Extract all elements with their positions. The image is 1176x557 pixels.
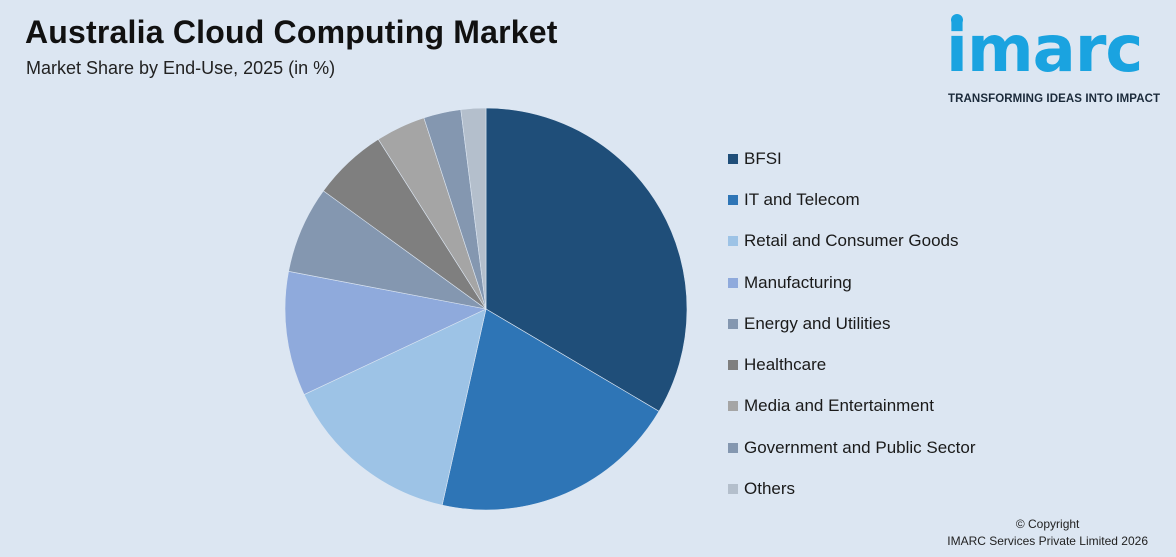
logo-dot: [951, 14, 963, 26]
legend-label: Healthcare: [744, 355, 827, 375]
chart-title: Australia Cloud Computing Market: [25, 14, 558, 50]
legend-item: IT and Telecom: [728, 179, 976, 220]
legend-label: Media and Entertainment: [744, 396, 934, 416]
logo-tagline: TRANSFORMING IDEAS INTO IMPACT: [948, 93, 1161, 105]
pie-chart: [284, 107, 688, 511]
legend-item: Others: [728, 468, 976, 509]
legend-swatch: [728, 277, 738, 288]
chart-legend: BFSI IT and Telecom Retail and Consumer Go…: [728, 138, 976, 510]
pie-slice-manufacturing: [284, 270, 487, 395]
legend-label: IT and Telecom: [744, 189, 860, 209]
legend-item: Manufacturing: [728, 262, 976, 303]
legend-item: Healthcare: [728, 344, 976, 385]
legend-swatch: [728, 236, 738, 247]
legend-swatch: [728, 484, 738, 495]
copyright-line-1: © Copyright: [1015, 517, 1080, 531]
chart-subtitle: Market Share by End-Use, 2025 (in %): [26, 58, 336, 78]
legend-label: Manufacturing: [744, 272, 852, 292]
legend-item: BFSI: [728, 138, 976, 179]
legend-swatch: [728, 401, 738, 412]
legend-item: Retail and Consumer Goods: [728, 221, 976, 262]
legend-item: Energy and Utilities: [728, 303, 976, 344]
copyright: © Copyright IMARC Services Private Limit…: [947, 516, 1148, 550]
pie-slice-bfsi: [485, 107, 688, 412]
pie-slice-retail-and-consumer-goods: [303, 308, 487, 506]
legend-label: BFSI: [744, 148, 782, 168]
legend-label: Energy and Utilities: [744, 313, 891, 333]
legend-swatch: [728, 442, 738, 453]
logo-wordmark: imarc: [946, 13, 1143, 87]
imarc-logo: imarc TRANSFORMING IDEAS INTO IMPACT: [946, 10, 1172, 110]
legend-label: Others: [744, 479, 796, 499]
legend-item: Media and Entertainment: [728, 386, 976, 427]
legend-swatch: [728, 194, 738, 205]
legend-swatch: [728, 318, 738, 329]
legend-swatch: [728, 360, 738, 371]
legend-label: Government and Public Sector: [744, 437, 976, 457]
pie-slice-it-and-telecom: [441, 308, 660, 511]
legend-swatch: [728, 153, 738, 164]
pie-slice-others: [460, 107, 487, 310]
copyright-line-2: IMARC Services Private Limited 2026: [947, 534, 1148, 548]
legend-label: Retail and Consumer Goods: [744, 231, 959, 251]
legend-item: Government and Public Sector: [728, 427, 976, 468]
